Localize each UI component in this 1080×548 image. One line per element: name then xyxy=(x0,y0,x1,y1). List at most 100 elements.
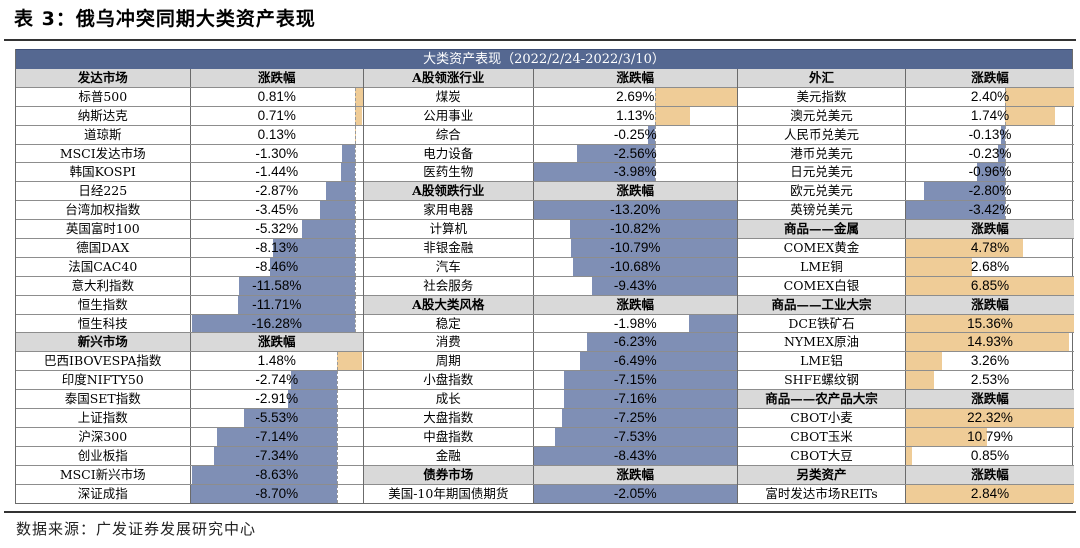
data-bar xyxy=(906,276,1074,295)
asset-name: MSCI新兴市场 xyxy=(16,465,191,484)
data-bar xyxy=(564,371,737,390)
change-value: -5.32% xyxy=(255,221,299,237)
value-header-label: 涨跌幅 xyxy=(906,466,1074,484)
change-value: 4.78% xyxy=(970,240,1010,256)
table-row: 台湾加权指数 -3.45% xyxy=(16,201,363,221)
bottom-rule xyxy=(4,511,1076,513)
data-bar xyxy=(301,220,356,239)
asset-name: 非银金融 xyxy=(364,239,534,257)
asset-name: 日经225 xyxy=(16,182,191,201)
change-value: 1.48% xyxy=(257,353,296,369)
table-row: 纳斯达克 0.71% xyxy=(16,106,363,126)
data-bar xyxy=(244,409,338,427)
value-header-text: 涨跌幅 xyxy=(971,70,1009,85)
asset-name: 周期 xyxy=(364,352,534,371)
zero-axis-line xyxy=(1005,125,1007,144)
table-row: CBOT玉米 10.79% xyxy=(738,427,1074,447)
table-row: 计算机 -10.82% xyxy=(364,220,737,240)
section-header-label: 商品——农产品大宗 xyxy=(738,390,906,409)
data-bar xyxy=(191,314,356,333)
data-bar xyxy=(591,276,737,295)
data-bar xyxy=(906,484,1074,504)
data-bar xyxy=(337,352,363,371)
change-cell: 1.48% xyxy=(191,352,364,371)
asset-name: 金融 xyxy=(364,446,534,465)
data-bar xyxy=(191,465,338,484)
change-cell: 2.40% xyxy=(906,87,1074,106)
change-cell: -0.23% xyxy=(906,144,1074,163)
asset-name: 医药生物 xyxy=(364,163,534,182)
table-row: LME铜 2.68% xyxy=(738,257,1074,277)
change-cell: -0.13% xyxy=(906,125,1074,144)
table-row: 深证成指 -8.70% xyxy=(16,484,363,504)
table-row: 小盘指数 -7.15% xyxy=(364,371,737,391)
table-row: 上证指数 -5.53% xyxy=(16,409,363,428)
change-value: 2.84% xyxy=(970,485,1010,501)
change-cell: -5.32% xyxy=(191,220,364,239)
zero-axis-line xyxy=(355,295,357,314)
change-value: -2.74% xyxy=(255,372,299,388)
section-header-row: A股领涨行业 涨跌幅 xyxy=(364,69,737,88)
change-cell: -3.98% xyxy=(533,163,737,182)
data-bar xyxy=(320,201,356,220)
asset-name: 澳元兑美元 xyxy=(738,106,906,125)
zero-axis-line xyxy=(655,144,657,163)
table-row: SHFE螺纹钢 2.53% xyxy=(738,371,1074,391)
value-header-text: 涨跌幅 xyxy=(616,466,655,482)
data-bar xyxy=(355,87,363,106)
asset-name: 小盘指数 xyxy=(364,371,534,390)
asset-name: 日元兑美元 xyxy=(738,163,906,182)
value-header-label: 涨跌幅 xyxy=(906,390,1074,408)
change-cell: -2.56% xyxy=(534,144,737,163)
table-row: 韩国KOSPI -1.44% xyxy=(16,163,363,183)
asset-name: 泰国SET指数 xyxy=(16,390,191,409)
change-value: -7.25% xyxy=(613,410,657,426)
section-header-label: 商品——金属 xyxy=(738,220,906,239)
table-row: 巴西IBOVESPA指数 1.48% xyxy=(16,352,364,372)
asset-name: CBOT小麦 xyxy=(738,409,906,427)
change-value: -7.53% xyxy=(613,428,657,444)
table-row: 创业板指 -7.34% xyxy=(16,446,364,466)
section-header-row: 外汇 涨跌幅 xyxy=(738,69,1074,88)
table-row: 周期 -6.49% xyxy=(364,352,737,372)
data-bar xyxy=(906,446,913,465)
data-bar xyxy=(689,314,737,333)
change-cell: -11.58% xyxy=(191,276,364,295)
table-row: 意大利指数 -11.58% xyxy=(16,276,364,296)
data-bar xyxy=(924,182,1006,201)
asset-name: 英国富时100 xyxy=(16,220,191,239)
table-row: 消费 -6.23% xyxy=(364,333,737,353)
table-row: 美元指数 2.40% xyxy=(738,87,1074,107)
data-bar xyxy=(655,87,737,106)
change-value: -10.68% xyxy=(610,258,661,274)
change-cell: 4.78% xyxy=(906,239,1074,257)
change-cell: 0.81% xyxy=(191,87,364,106)
change-cell: 0.13% xyxy=(191,125,364,144)
section-header-label: 商品——工业大宗 xyxy=(738,295,906,314)
zero-axis-line xyxy=(337,427,339,446)
table-row: 非银金融 -10.79% xyxy=(364,239,737,258)
asset-name: 上证指数 xyxy=(16,409,191,427)
change-value: -11.58% xyxy=(252,277,302,293)
section-header-row: 债券市场 涨跌幅 xyxy=(364,465,737,485)
change-value: -10.79% xyxy=(610,240,661,256)
change-value: -1.44% xyxy=(255,164,299,180)
change-value: 0.81% xyxy=(257,88,296,104)
change-value: -7.15% xyxy=(613,372,657,388)
table-row: 恒生科技 -16.28% xyxy=(16,314,363,334)
table-row: 公用事业 1.13% xyxy=(364,106,737,126)
data-bar xyxy=(562,409,737,427)
data-bar xyxy=(326,182,356,201)
change-cell: -7.34% xyxy=(191,446,364,465)
table-row: CBOT大豆 0.85% xyxy=(738,446,1074,466)
asset-name: 电力设备 xyxy=(364,144,534,163)
change-cell: -8.43% xyxy=(533,446,737,465)
asset-name: COMEX黄金 xyxy=(738,239,906,257)
data-bar xyxy=(213,446,338,465)
change-value: 0.71% xyxy=(257,107,296,123)
change-value: -8.70% xyxy=(255,485,299,501)
asset-name: COMEX白银 xyxy=(738,276,906,295)
section-header-label: A股大类风格 xyxy=(364,295,534,314)
table-columns: 发达市场 涨跌幅 标普500 0.81% 纳斯达克 0.71% 道琼斯 0.13% MSCI发达… xyxy=(16,69,1074,504)
table-row: 泰国SET指数 -2.91% xyxy=(16,390,363,410)
